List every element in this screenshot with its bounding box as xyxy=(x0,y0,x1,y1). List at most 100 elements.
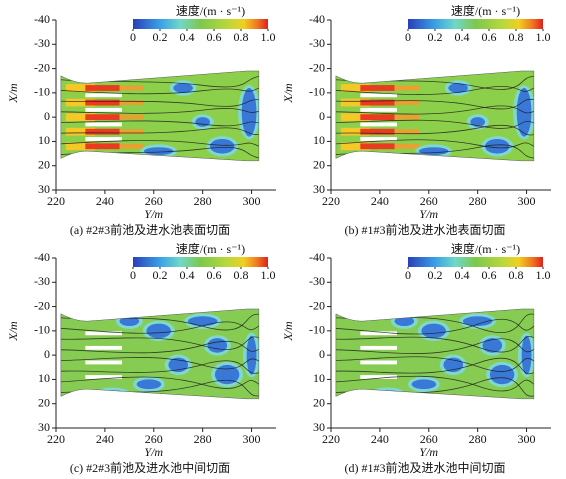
colorbar-tick-label: 1.0 xyxy=(536,30,551,44)
pier xyxy=(360,122,397,127)
y-axis-label: X/m xyxy=(6,321,20,342)
streamline xyxy=(60,340,259,354)
eddy xyxy=(411,379,437,390)
y-tick-label: -20 xyxy=(34,298,50,312)
y-tick-label: 30 xyxy=(38,182,50,196)
y-tick-label: 0 xyxy=(44,109,50,123)
y-tick-label: -40 xyxy=(34,250,50,264)
pier xyxy=(85,360,122,365)
colorbar-tick-label: 0.8 xyxy=(234,30,249,44)
x-tick-label: 280 xyxy=(469,194,487,208)
x-tick-label: 300 xyxy=(518,432,536,446)
colorbar-tick-label: 1.0 xyxy=(261,30,276,44)
y-tick-label: 10 xyxy=(38,371,50,385)
x-tick-label: 300 xyxy=(518,194,536,208)
pier xyxy=(85,107,122,112)
colorbar xyxy=(133,257,268,267)
fast-zone xyxy=(340,113,371,122)
y-tick-label: 20 xyxy=(313,395,325,409)
fast-zone xyxy=(65,113,96,122)
y-tick-label: -30 xyxy=(309,36,325,50)
y-tick-label: 30 xyxy=(313,420,325,434)
streamline xyxy=(60,99,259,107)
y-tick-label: 0 xyxy=(44,347,50,361)
pier xyxy=(360,107,397,112)
eddy xyxy=(136,379,162,390)
pier xyxy=(360,360,397,365)
y-tick-label: -10 xyxy=(309,323,325,337)
colorbar-title: 速度/(m · s⁻¹) xyxy=(451,241,520,256)
streamline xyxy=(60,360,259,374)
fast-tail xyxy=(119,100,144,105)
y-tick-label: -10 xyxy=(34,85,50,99)
streamline xyxy=(335,105,534,115)
eddy xyxy=(173,83,193,93)
eddy xyxy=(421,323,446,339)
y-tick-label: -30 xyxy=(34,274,50,288)
pier xyxy=(360,137,397,141)
colorbar-tick-label: 0 xyxy=(130,30,136,44)
pier xyxy=(360,375,397,379)
fast-core xyxy=(360,99,395,106)
eddy xyxy=(470,117,486,127)
pier xyxy=(85,375,122,379)
fast-tail xyxy=(119,114,144,120)
eddy xyxy=(484,138,510,154)
streamline xyxy=(335,86,534,95)
streamline xyxy=(335,336,534,353)
fast-zone xyxy=(340,127,371,136)
streamline xyxy=(335,98,534,110)
fast-core xyxy=(85,99,120,106)
streamline xyxy=(60,357,259,370)
eddy xyxy=(143,147,174,156)
colorbar-tick-label: 0.4 xyxy=(455,30,470,44)
x-tick-label: 260 xyxy=(145,194,163,208)
colorbar-tick-label: 1.0 xyxy=(261,268,276,282)
streamline xyxy=(60,336,259,350)
streamline xyxy=(335,119,534,129)
field-outline xyxy=(60,70,260,162)
fast-tail xyxy=(119,143,144,149)
y-axis-label: X/m xyxy=(6,83,20,104)
eddy-halo xyxy=(368,387,406,399)
x-tick-label: 220 xyxy=(322,432,340,446)
streamline xyxy=(335,318,534,335)
fast-zone xyxy=(65,84,96,92)
caption: (d) #1#3前池及进水池中间切面 xyxy=(345,460,506,475)
y-tick-label: -20 xyxy=(309,60,325,74)
colorbar-tick-label: 0 xyxy=(130,268,136,282)
y-tick-label: 10 xyxy=(38,133,50,147)
caption: (c) #2#3前池及进水池中间切面 xyxy=(70,460,230,475)
streamline xyxy=(60,321,259,334)
pier xyxy=(360,93,397,98)
x-tick-label: 280 xyxy=(194,194,212,208)
eddy xyxy=(146,323,171,339)
fast-core xyxy=(360,85,395,91)
colorbar-tick-label: 0.4 xyxy=(180,268,195,282)
fast-zone xyxy=(65,98,96,107)
pier xyxy=(360,345,397,350)
fast-tail xyxy=(394,85,419,91)
fast-zone xyxy=(340,98,371,107)
x-tick-label: 240 xyxy=(371,194,389,208)
x-tick-label: 240 xyxy=(371,432,389,446)
y-tick-label: 20 xyxy=(38,157,50,171)
eddy xyxy=(214,364,240,385)
fast-core xyxy=(360,114,395,121)
colorbar-tick-label: 0.8 xyxy=(509,268,524,282)
colorbar xyxy=(133,19,268,29)
fast-zone xyxy=(340,84,371,92)
y-tick-label: -40 xyxy=(309,12,325,26)
colorbar xyxy=(408,257,543,267)
field-outline xyxy=(335,70,535,162)
x-axis-label: Y/m xyxy=(419,207,438,221)
y-tick-label: 0 xyxy=(319,109,325,123)
x-tick-label: 260 xyxy=(145,432,163,446)
colorbar-tick-label: 0.8 xyxy=(509,30,524,44)
streamline xyxy=(335,375,534,392)
x-tick-label: 220 xyxy=(47,432,65,446)
flow-field xyxy=(335,309,534,399)
y-axis-label: X/m xyxy=(281,83,295,104)
